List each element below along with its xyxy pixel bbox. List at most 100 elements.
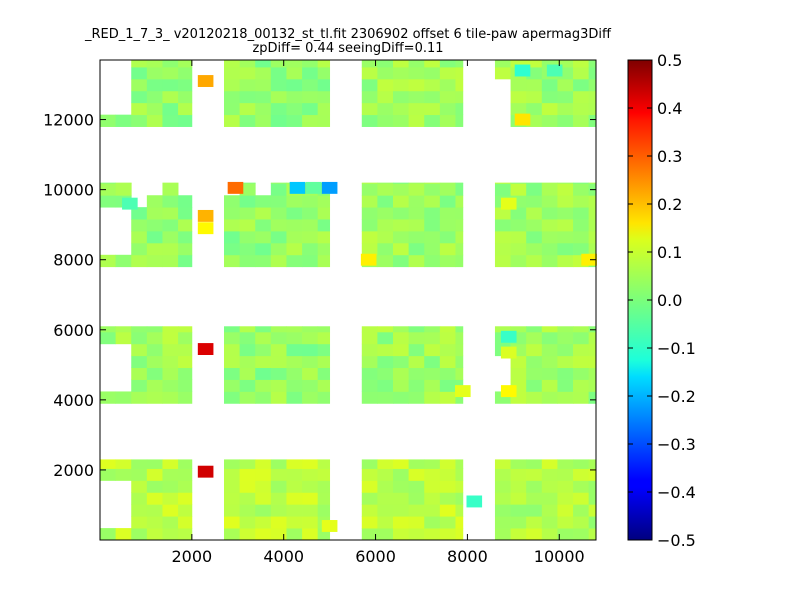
heatmap-cell <box>286 195 303 208</box>
heatmap-cell <box>573 331 590 345</box>
y-tick-label: 6000 <box>53 321 94 340</box>
heatmap-cell <box>317 468 331 481</box>
heatmap-cell <box>131 102 148 116</box>
heatmap-cell <box>424 60 441 68</box>
heatmap-cell <box>510 183 527 196</box>
heatmap-cell <box>178 504 193 517</box>
heatmap-cell <box>455 102 464 116</box>
heatmap-cell <box>424 367 441 380</box>
heatmap-cell <box>270 195 287 208</box>
heatmap-cell <box>588 528 597 541</box>
heatmap-cell <box>526 480 543 493</box>
heatmap-cell <box>270 182 287 184</box>
heatmap-cell <box>494 60 511 68</box>
heatmap-cell <box>361 367 378 380</box>
heatmap-cell <box>178 195 193 208</box>
heatmap-cell <box>100 183 117 196</box>
heatmap-cell <box>146 219 163 232</box>
heatmap-cell <box>588 459 597 469</box>
heatmap-cell <box>286 528 303 541</box>
heatmap-cell <box>455 60 464 68</box>
heatmap-cell <box>526 343 543 357</box>
heatmap-cell <box>393 78 410 92</box>
heatmap-cell <box>255 504 272 517</box>
heatmap-cell <box>573 230 590 244</box>
heatmap-cell <box>557 492 574 505</box>
heatmap-cell <box>377 207 394 220</box>
heatmap-cell <box>455 90 464 104</box>
heatmap-cell <box>455 182 464 184</box>
heatmap-cell <box>377 219 394 232</box>
heatmap-cell <box>393 459 410 469</box>
heatmap-cell <box>588 504 597 517</box>
heatmap-cell <box>178 331 193 345</box>
heatmap-cell <box>255 331 272 345</box>
heatmap-cell <box>588 60 597 68</box>
heatmap-cell <box>302 504 319 517</box>
heatmap-cell <box>131 242 148 256</box>
heatmap-cell <box>439 78 456 92</box>
heatmap-cell <box>286 102 303 116</box>
heatmap-cell <box>317 102 331 116</box>
heatmap-cell <box>162 183 179 196</box>
heatmap-cell <box>270 102 287 116</box>
heatmap-cell <box>302 468 319 481</box>
heatmap-cell <box>408 182 425 184</box>
heatmap-cell <box>541 528 558 541</box>
heatmap-cell <box>317 492 331 505</box>
heatmap-cell <box>302 528 319 541</box>
heatmap-cell <box>510 480 527 493</box>
heatmap-cell <box>317 230 331 244</box>
heatmap-cell <box>573 468 590 481</box>
heatmap-cell <box>377 102 394 116</box>
heatmap-cell <box>361 504 378 517</box>
heatmap-cell <box>588 114 597 127</box>
y-tick-label: 8000 <box>53 251 94 270</box>
heatmap-cell <box>224 326 241 333</box>
heatmap-highlight-cell <box>305 181 322 194</box>
heatmap-cell <box>302 391 319 404</box>
heatmap-cell <box>424 195 441 208</box>
heatmap-cell <box>115 182 132 184</box>
heatmap-cell <box>178 102 193 116</box>
heatmap-cell <box>302 254 319 268</box>
heatmap-cell <box>424 459 441 469</box>
colorbar-tick-label: 0.0 <box>657 291 682 310</box>
heatmap-cell <box>526 207 543 220</box>
heatmap-cell <box>408 114 425 127</box>
heatmap-cell <box>302 102 319 116</box>
heatmap-cell <box>393 379 410 392</box>
y-tick-label: 4000 <box>53 391 94 410</box>
heatmap-cell <box>424 528 441 541</box>
heatmap-cell <box>302 242 319 256</box>
heatmap-cell <box>115 528 132 541</box>
heatmap-cell <box>131 207 148 220</box>
heatmap-cell <box>573 504 590 517</box>
heatmap-cell <box>131 114 148 127</box>
heatmap-cell <box>239 480 256 493</box>
heatmap-cell <box>178 391 193 404</box>
heatmap-cell <box>393 516 410 529</box>
heatmap-cell <box>361 379 378 392</box>
heatmap-cell <box>286 254 303 268</box>
colorbar-tick-label: 0.2 <box>657 195 682 214</box>
heatmap-cell <box>131 391 148 404</box>
heatmap-cell <box>526 516 543 529</box>
heatmap-cell <box>286 480 303 493</box>
heatmap-cell <box>178 78 193 92</box>
heatmap-cell <box>377 480 394 493</box>
heatmap-cell <box>393 326 410 333</box>
heatmap-cell <box>494 219 511 232</box>
heatmap-cell <box>162 242 179 256</box>
heatmap-cell <box>494 516 511 529</box>
heatmap-cell <box>494 459 511 469</box>
heatmap-cell <box>377 90 394 104</box>
heatmap-cell <box>408 67 425 80</box>
heatmap-cell <box>361 182 378 184</box>
heatmap-cell <box>573 67 590 80</box>
y-axis: 2000 4000 6000 8000 10000 12000 <box>43 111 596 480</box>
heatmap-cell <box>408 459 425 469</box>
heatmap-highlight-cell <box>321 520 338 532</box>
heatmap-cell <box>361 78 378 92</box>
heatmap-cell <box>510 254 527 268</box>
